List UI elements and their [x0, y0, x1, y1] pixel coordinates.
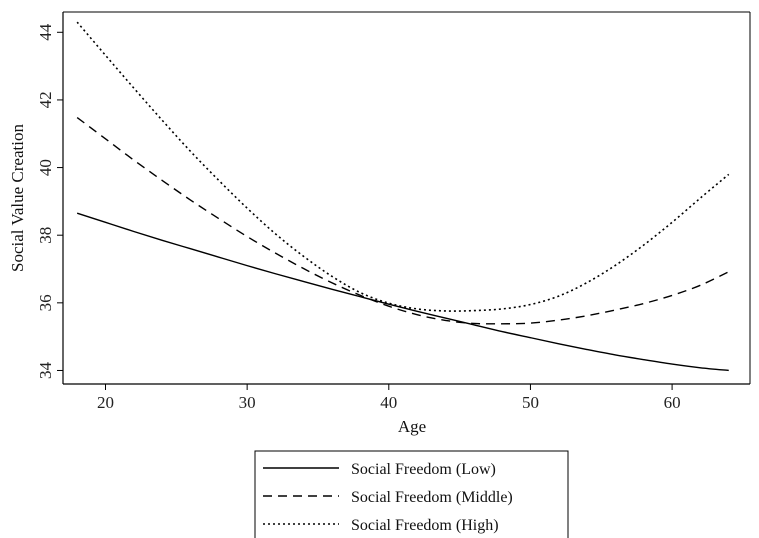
- y-tick-label: 42: [36, 91, 55, 108]
- x-tick-label: 40: [380, 393, 397, 412]
- legend: Social Freedom (Low) Social Freedom (Mid…: [254, 450, 569, 538]
- x-tick-label: 60: [664, 393, 681, 412]
- y-axis-title: Social Value Creation: [8, 124, 27, 272]
- series-line-low: [76, 212, 729, 372]
- y-tick-label: 36: [36, 294, 55, 311]
- x-tick-label: 50: [522, 393, 539, 412]
- series-line-high: [76, 21, 730, 312]
- x-ticks: 20 30 40 50 60: [97, 384, 681, 412]
- series-line-middle: [76, 116, 730, 325]
- legend-label-middle: Social Freedom (Middle): [351, 489, 513, 506]
- y-tick-label: 38: [36, 227, 55, 244]
- series-layer: [76, 21, 730, 372]
- y-tick-label: 44: [36, 23, 55, 41]
- y-tick-label: 40: [36, 159, 55, 176]
- x-tick-label: 20: [97, 393, 114, 412]
- x-axis-title: Age: [398, 417, 426, 436]
- x-tick-label: 30: [239, 393, 256, 412]
- y-tick-label: 34: [36, 361, 55, 379]
- y-ticks: 34 36 38 40 42 44: [36, 23, 63, 379]
- plot-frame: [62, 11, 751, 385]
- legend-label-high: Social Freedom (High): [351, 517, 499, 534]
- legend-box: [254, 450, 569, 538]
- legend-label-low: Social Freedom (Low): [351, 461, 496, 478]
